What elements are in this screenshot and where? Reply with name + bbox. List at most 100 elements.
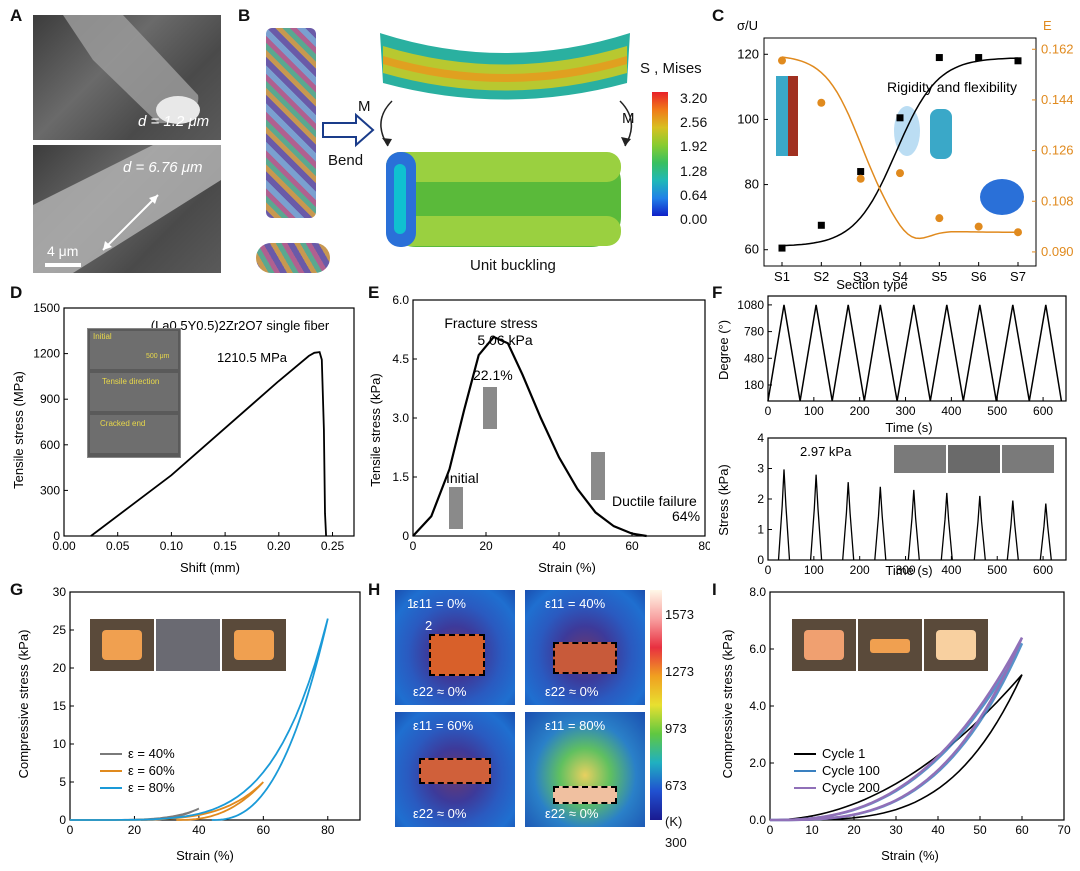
- chart-e-failure-pct: 64%: [672, 508, 700, 524]
- chart-c-left-axis-title: σ/U: [737, 18, 758, 33]
- mises-value: 3.20: [680, 90, 708, 106]
- chart-d-inset-photos: Initial 500 μm Tensile direction Cracked…: [87, 328, 181, 458]
- chart-c-x-tick-label: S3: [853, 269, 869, 284]
- chart-f-top-x-tick-label: 400: [941, 404, 961, 418]
- chart-c-section-type: σ/U E Section type Rigidity and flexibil…: [737, 18, 1074, 292]
- e11-label-80: ε11 = 80%: [545, 718, 606, 733]
- chart-g-ylabel: Compressive stress (kPa): [16, 630, 31, 779]
- chart-f-top-y-tick-label: 1080: [737, 298, 764, 312]
- chart-d-y-tick-label: 0: [53, 529, 60, 543]
- thermal-image-60: [395, 712, 515, 827]
- temperature-unit: (K): [665, 814, 683, 829]
- chart-c-x-tick-label: S4: [892, 269, 908, 284]
- mises-legend-values: 3.20 2.56 1.92 1.28 0.64 0.00: [680, 86, 707, 231]
- chart-g-photo-1-glow: [102, 630, 142, 660]
- e11-label-0: ε11 = 0%: [413, 596, 466, 611]
- thermal-image-80: [525, 712, 645, 827]
- chart-i-y-tick-label: 6.0: [749, 642, 766, 656]
- moment-arrows: [380, 100, 633, 147]
- inset-tension-photo: [90, 373, 178, 411]
- chart-i-y-tick-label: 4.0: [749, 699, 766, 713]
- chart-c-x-tick-label: S1: [774, 269, 790, 284]
- chart-c-x-tick-label: S6: [971, 269, 987, 284]
- e11-label-40: ε11 = 40%: [545, 596, 606, 611]
- inset-initial-photo: [90, 331, 178, 369]
- mises-value: 1.92: [680, 138, 708, 155]
- chart-i-y-tick-label: 8.0: [749, 585, 766, 599]
- chart-d-x-tick-label: 0.15: [213, 539, 237, 553]
- chart-d-series-line: [90, 351, 327, 537]
- inset-initial-label: Initial: [93, 332, 112, 341]
- chart-e-x-tick-label: 20: [479, 539, 493, 553]
- chart-d-x-tick-label: 0.25: [321, 539, 345, 553]
- polycrystal-unit-model: [266, 28, 316, 218]
- chart-i-x-tick-label: 50: [973, 823, 987, 837]
- temperature-color-bar: [650, 590, 662, 820]
- chart-f-top-xlabel: Time (s): [885, 420, 932, 435]
- chart-i-x-tick-label: 10: [805, 823, 819, 837]
- chart-c-right-point: [778, 56, 786, 65]
- panel-label-a: A: [10, 6, 23, 25]
- chart-f-peak-label: 2.97 kPa: [800, 444, 852, 459]
- buckled-unit-model: [386, 152, 621, 247]
- unit-cross-section: [256, 243, 330, 273]
- panel-label-h: H: [368, 580, 381, 599]
- chart-i-x-tick-label: 20: [847, 823, 861, 837]
- chart-i-cycles: Compressive stress (kPa) Strain (%) 0 10 2…: [720, 585, 1071, 863]
- thin-fiber-diameter: d = 1.2 μm: [138, 113, 210, 130]
- chart-g-y-tick-label: 20: [53, 661, 67, 675]
- thick-fiber-diameter: d = 6.76 μm: [123, 159, 203, 176]
- chart-e-y-tick-label: 3.0: [392, 411, 409, 425]
- thermal-image-40: [525, 590, 645, 705]
- chart-g-x-tick-label: 60: [257, 823, 271, 837]
- chart-c-left-point: [896, 114, 904, 122]
- chart-c-right-fit-line: [781, 56, 1018, 240]
- chart-i-photo-3-glow: [936, 630, 976, 660]
- chart-e-x-tick-label: 40: [552, 539, 566, 553]
- chart-f-bottom-y-tick-label: 3: [757, 462, 764, 476]
- chart-i-legend-label: Cycle 1: [822, 746, 865, 761]
- chart-g-y-tick-label: 5: [59, 775, 66, 789]
- temperature-value: 1273: [665, 664, 694, 679]
- chart-c-x-tick-label: S5: [931, 269, 947, 284]
- thick-fiber-shape: [33, 145, 221, 273]
- chart-e-strain-label: 22.1%: [473, 367, 513, 383]
- chart-e-initial-photo: [449, 487, 463, 529]
- thermal-sample-60: [419, 758, 491, 784]
- inset-tension-label: Tensile direction: [102, 377, 160, 386]
- temperature-value: 673: [665, 778, 687, 793]
- temperature-scale-values: 1573 1273 973 673 300: [665, 586, 694, 871]
- e22-label-60: ε22 ≈ 0%: [413, 806, 467, 821]
- chart-f-top-x-tick-label: 500: [987, 404, 1007, 418]
- chart-i-y-tick-label: 0.0: [749, 813, 766, 827]
- axis-2-label: 2: [425, 618, 433, 633]
- panel-label-d: D: [10, 283, 23, 302]
- chart-g-xlabel: Strain (%): [176, 848, 234, 863]
- chart-g-photo-2: [156, 619, 220, 671]
- chart-c-left-point: [935, 54, 943, 62]
- chart-c-left-point: [975, 54, 983, 62]
- mises-value: 0.00: [680, 211, 708, 228]
- thermal-sample-80: [553, 786, 617, 804]
- chart-i-ylabel: Compressive stress (kPa): [720, 630, 735, 779]
- mises-color-bar: [652, 92, 668, 216]
- sem-image-thick-fiber: d = 6.76 μm 4 μm: [33, 145, 221, 273]
- chart-f-cyclic: Degree (°) Time (s) Stress (kPa) Time (s…: [716, 295, 1067, 578]
- chart-g-legend-label: ε = 40%: [128, 746, 175, 761]
- chart-c-y-tick-label: 60: [745, 242, 759, 257]
- chart-g-compression: Compressive stress (kPa) Strain (%) 0 20 4…: [16, 585, 361, 863]
- chart-g-x-tick-label: 40: [192, 823, 206, 837]
- chart-i-x-tick-label: 0: [767, 823, 774, 837]
- chart-c-right-axis-title: E: [1043, 18, 1052, 33]
- chart-d-xlabel: Shift (mm): [180, 560, 240, 575]
- chart-g-legend-label: ε = 80%: [128, 780, 175, 795]
- moment-left-label: M: [358, 98, 371, 115]
- chart-e-failure-label: Ductile failure: [612, 493, 697, 509]
- chart-d-x-tick-label: 0.00: [52, 539, 76, 553]
- chart-f-top-y-tick-label: 180: [744, 378, 764, 392]
- mises-value: 2.56: [680, 114, 708, 131]
- chart-e-peak-value: 5.06 kPa: [477, 332, 532, 348]
- chart-e-x-tick-label: 80: [698, 539, 710, 553]
- chart-c-annotation: Rigidity and flexibility: [887, 79, 1017, 95]
- chart-c-y2-tick-label: 0.162: [1041, 41, 1074, 56]
